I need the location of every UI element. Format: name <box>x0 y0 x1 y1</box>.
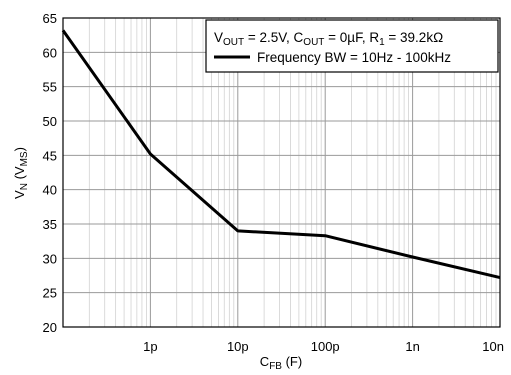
y-axis-label-end: ) <box>12 147 27 151</box>
x-axis-label-rest: (F) <box>282 354 302 369</box>
y-tick-label: 25 <box>43 286 57 301</box>
axis-tick-labels: 20 25 30 35 40 45 50 55 60 65 1p 10p 100p 1n 10n <box>43 11 504 354</box>
grid <box>63 18 500 327</box>
x-tick-label: 10n <box>482 339 504 354</box>
y-axis-label-sub: N <box>19 183 30 190</box>
legend-conditions-part: V <box>214 30 223 45</box>
legend-conditions-part: = 0µF, R <box>324 30 379 45</box>
y-axis-label-rest: (V <box>12 166 27 183</box>
y-axis-label-main: V <box>12 190 27 199</box>
y-tick-label: 35 <box>43 217 57 232</box>
x-tick-label: 1p <box>143 339 157 354</box>
legend-conditions-part: OUT <box>223 37 244 48</box>
y-tick-label: 50 <box>43 114 57 129</box>
y-tick-label: 20 <box>43 320 57 335</box>
x-axis-label-main: C <box>260 354 269 369</box>
legend: VOUT = 2.5V, COUT = 0µF, R1 = 39.2kΩ Fre… <box>205 19 499 73</box>
legend-conditions: VOUT = 2.5V, COUT = 0µF, R1 = 39.2kΩ <box>214 30 443 48</box>
x-tick-label: 100p <box>311 339 340 354</box>
y-axis-label-sub2: MS <box>19 151 30 166</box>
y-tick-label: 40 <box>43 183 57 198</box>
legend-series-name: Frequency BW = 10Hz - 100kHz <box>257 50 451 65</box>
x-tick-label: 1n <box>405 339 419 354</box>
y-tick-label: 60 <box>43 45 57 60</box>
x-tick-label: 10p <box>227 339 249 354</box>
legend-conditions-part: OUT <box>303 37 324 48</box>
series-line <box>61 29 501 280</box>
y-tick-label: 65 <box>43 11 57 26</box>
x-axis-label: CFB (F) <box>260 354 302 372</box>
legend-conditions-part: = 39.2kΩ <box>385 30 444 45</box>
y-tick-label: 45 <box>43 148 57 163</box>
legend-conditions-part: = 2.5V, C <box>244 30 303 45</box>
x-axis-label-sub: FB <box>269 361 282 372</box>
plot-frame <box>62 17 501 328</box>
y-tick-label: 30 <box>43 251 57 266</box>
legend-conditions-part: 1 <box>379 37 385 48</box>
y-tick-label: 55 <box>43 80 57 95</box>
legend-box <box>205 19 499 73</box>
y-axis-label: VN (VMS) <box>12 147 30 199</box>
